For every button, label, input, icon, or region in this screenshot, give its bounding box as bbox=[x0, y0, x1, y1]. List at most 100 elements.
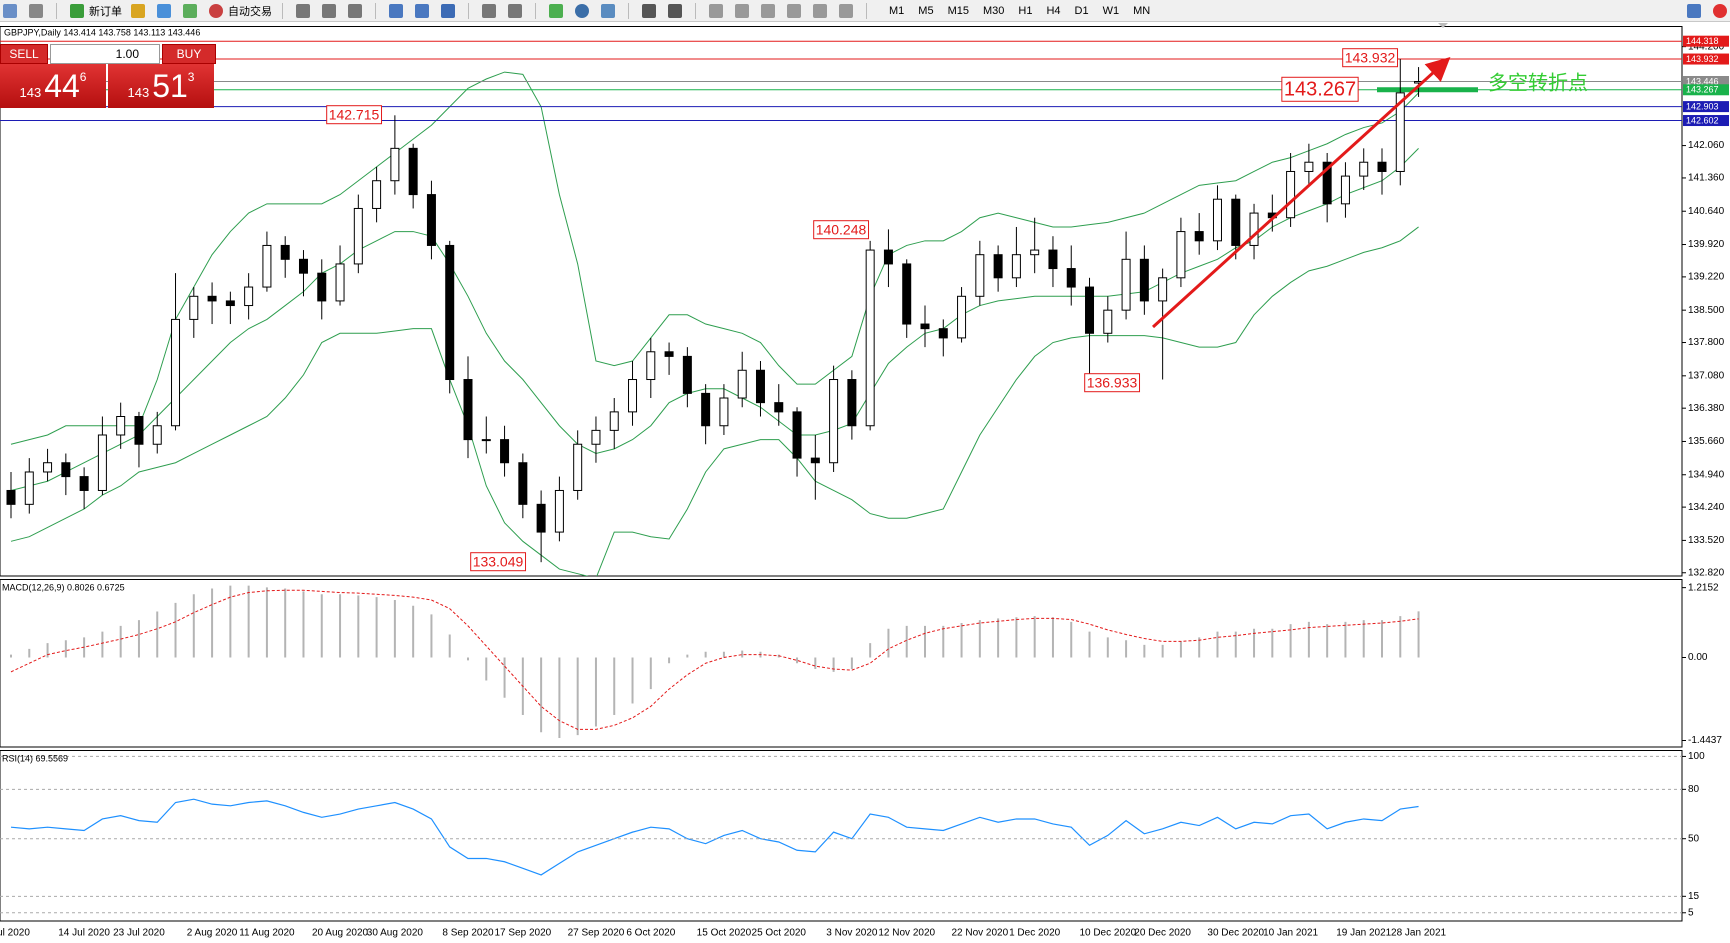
ask-quote[interactable]: 143 51 3 bbox=[108, 64, 214, 108]
annotation-box bbox=[1281, 76, 1359, 102]
bid-big: 143 bbox=[19, 85, 42, 100]
candle-body bbox=[1340, 175, 1350, 205]
candle-body bbox=[865, 249, 875, 427]
candle-body bbox=[262, 244, 272, 288]
x-tick-label: 15 Oct 2020 bbox=[697, 928, 752, 939]
icon[interactable] bbox=[131, 3, 145, 18]
candle-body bbox=[774, 402, 784, 413]
y-tick-label: 50 bbox=[1688, 833, 1700, 844]
price-tag bbox=[1683, 53, 1729, 65]
signal-line bbox=[10, 589, 1419, 730]
icon[interactable] bbox=[813, 3, 827, 18]
macd-title: MACD(12,26,9) 0.8026 0.6725 bbox=[2, 582, 125, 592]
price-tag bbox=[1683, 84, 1729, 96]
price-tag-label: 142.903 bbox=[1686, 101, 1719, 111]
timeframe-button[interactable]: W1 bbox=[1102, 4, 1120, 17]
candle-body bbox=[1011, 254, 1021, 279]
x-tick-label: 2 Aug 2020 bbox=[187, 928, 238, 939]
icon[interactable] bbox=[839, 3, 853, 18]
candle-body bbox=[134, 416, 144, 445]
icon[interactable] bbox=[601, 3, 615, 18]
icon[interactable] bbox=[668, 3, 682, 18]
icon[interactable] bbox=[348, 3, 362, 18]
icon[interactable] bbox=[29, 3, 43, 18]
y-tick-label: 139.920 bbox=[1688, 239, 1725, 250]
candle-body bbox=[573, 443, 583, 491]
x-tick-label: 20 Aug 2020 bbox=[312, 928, 369, 939]
notification[interactable] bbox=[1713, 3, 1727, 18]
icon[interactable] bbox=[441, 3, 455, 18]
annotation-box bbox=[813, 220, 870, 240]
annotation: 142.715 bbox=[329, 107, 380, 123]
timeframe-button[interactable]: M5 bbox=[918, 4, 934, 17]
candle-body bbox=[298, 258, 308, 274]
candle-body bbox=[1030, 249, 1040, 256]
x-tick-label: 17 Sep 2020 bbox=[494, 928, 551, 939]
x-tick-label: 28 Jan 2021 bbox=[1391, 928, 1446, 939]
candle-body bbox=[810, 457, 820, 464]
candle-body bbox=[463, 379, 473, 441]
x-tick-label: 14 Jul 2020 bbox=[58, 928, 110, 939]
icon[interactable] bbox=[157, 3, 171, 18]
candle-body bbox=[408, 147, 418, 196]
price-tag bbox=[1683, 76, 1729, 88]
icon[interactable] bbox=[709, 3, 723, 18]
candle-body bbox=[1231, 198, 1241, 246]
timeframe-button[interactable]: M15 bbox=[947, 4, 969, 17]
timeframe-button[interactable]: D1 bbox=[1074, 4, 1089, 17]
lot-value: 1.00 bbox=[115, 47, 139, 61]
x-tick-label: 10 Jan 2021 bbox=[1263, 928, 1318, 939]
price-tag-label: 142.602 bbox=[1686, 115, 1719, 125]
button-label: 自动交易 bbox=[228, 5, 272, 18]
sell-button[interactable]: SELL bbox=[0, 44, 48, 64]
price-tag-label: 143.446 bbox=[1686, 76, 1719, 86]
bollinger-band bbox=[10, 226, 1419, 576]
candle-body bbox=[500, 439, 510, 464]
candle-body bbox=[79, 476, 89, 491]
candle-body bbox=[792, 411, 802, 459]
bid-quote[interactable]: 143 44 6 bbox=[0, 64, 106, 108]
icon[interactable] bbox=[3, 3, 17, 18]
timeframe-button[interactable]: M1 bbox=[889, 4, 905, 17]
timeframe-button[interactable]: MN bbox=[1133, 4, 1151, 17]
annotation-box bbox=[1084, 373, 1141, 393]
macd-panel-frame bbox=[0, 579, 1683, 748]
candle-body bbox=[24, 471, 34, 505]
icon[interactable] bbox=[296, 3, 310, 18]
icon[interactable] bbox=[761, 3, 775, 18]
candle-body bbox=[719, 397, 729, 427]
timeframe-button[interactable]: H1 bbox=[1018, 4, 1033, 17]
candle-body bbox=[317, 272, 327, 302]
new-order-button[interactable]: 新订单 bbox=[67, 3, 122, 19]
icon[interactable] bbox=[508, 3, 522, 18]
icon[interactable] bbox=[575, 3, 589, 18]
y-tick-label: -1.4437 bbox=[1688, 735, 1722, 746]
icon[interactable] bbox=[482, 3, 496, 18]
candle-body bbox=[1048, 249, 1058, 270]
buy-button[interactable]: BUY bbox=[162, 44, 216, 64]
icon[interactable] bbox=[549, 3, 563, 18]
icon[interactable] bbox=[415, 3, 429, 18]
button-label: SELL bbox=[9, 47, 39, 61]
timeframe-button[interactable]: M30 bbox=[982, 4, 1005, 17]
candle-body bbox=[390, 147, 400, 182]
candle-body bbox=[1359, 161, 1369, 177]
icon[interactable] bbox=[322, 3, 336, 18]
icon[interactable] bbox=[787, 3, 801, 18]
lot-input[interactable]: 1.00 bbox=[50, 44, 160, 64]
x-tick-label: 8 Sep 2020 bbox=[442, 928, 494, 939]
icon[interactable] bbox=[389, 3, 403, 18]
icon[interactable] bbox=[735, 3, 749, 18]
candle-body bbox=[353, 207, 363, 265]
annotation: 136.933 bbox=[1087, 375, 1138, 391]
icon[interactable] bbox=[642, 3, 656, 18]
timeframe-button[interactable]: H4 bbox=[1046, 4, 1061, 17]
candle-body bbox=[829, 379, 839, 464]
timeframes: M1 M5 M15 M30 H1 H4 D1 W1 MN bbox=[889, 5, 1150, 17]
icon[interactable] bbox=[183, 3, 197, 18]
x-tick-label: 27 Sep 2020 bbox=[568, 928, 625, 939]
icon[interactable] bbox=[1687, 3, 1701, 18]
auto-trading-button[interactable]: 自动交易 bbox=[206, 3, 272, 19]
y-tick-label: 100 bbox=[1688, 751, 1705, 762]
x-tick-label: 22 Nov 2020 bbox=[951, 928, 1008, 939]
